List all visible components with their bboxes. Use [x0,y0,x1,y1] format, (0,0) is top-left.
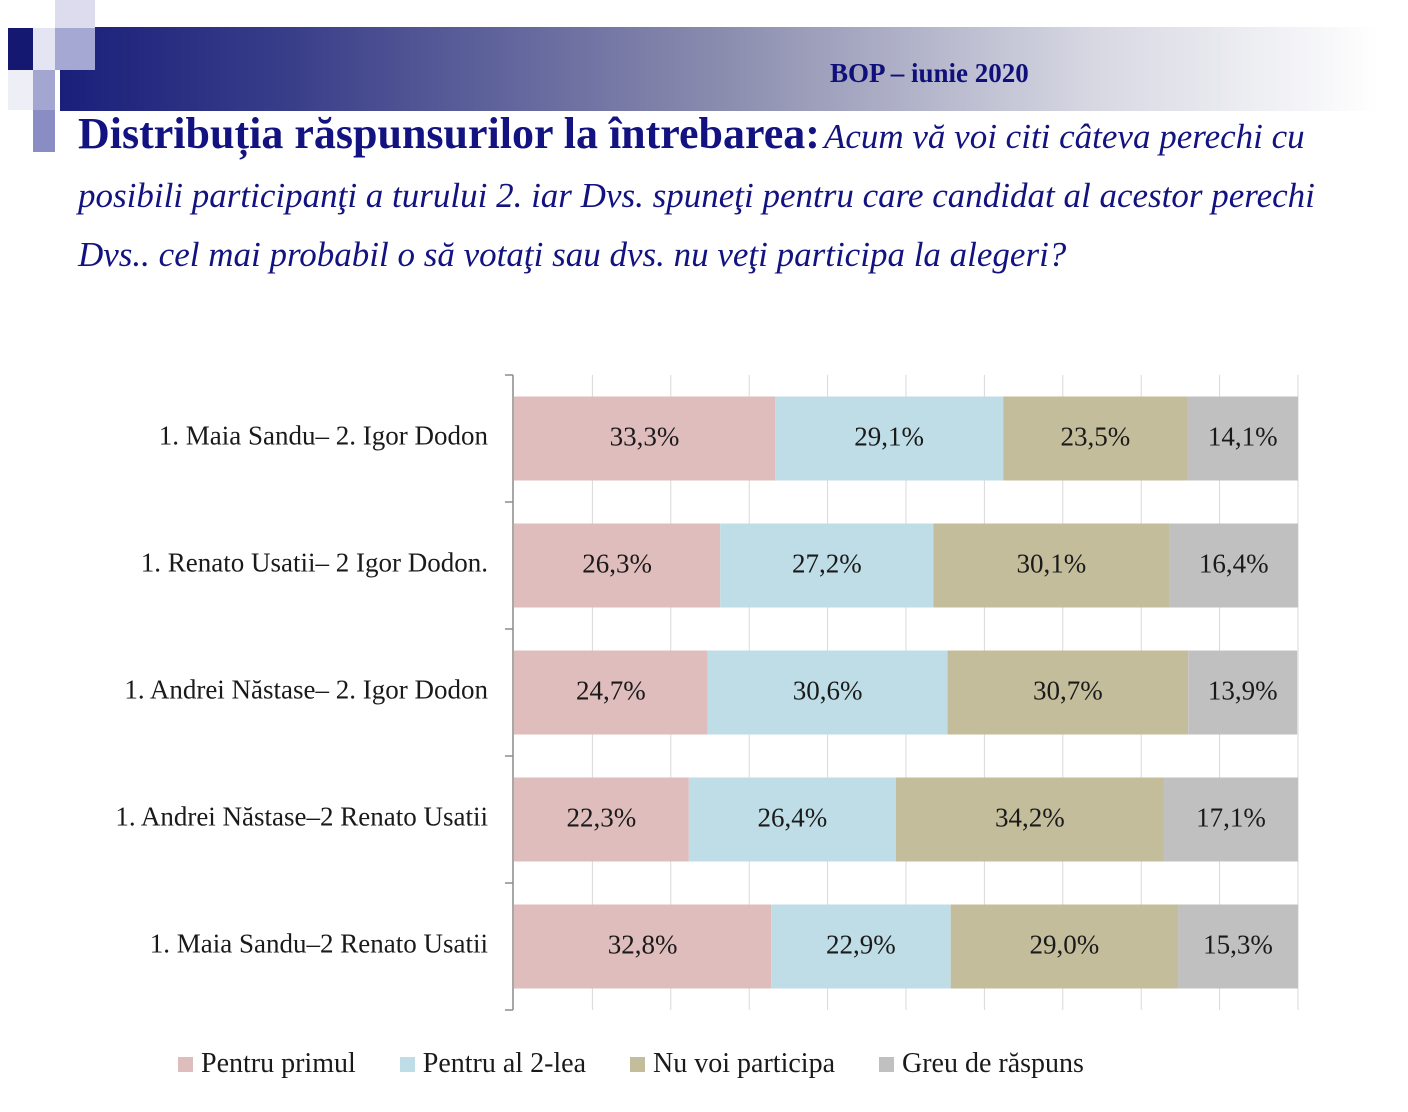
data-label: 26,4% [757,803,827,833]
decor-square [33,70,55,110]
category-label: 1. Renato Usatii– 2 Igor Dodon. [141,548,488,578]
data-label: 16,4% [1199,549,1269,579]
legend-item: Greu de răspuns [879,1048,1084,1080]
bar-segment [947,650,1189,735]
legend-item: Pentru primul [178,1048,356,1080]
decor-square [8,70,33,110]
page-title: Distribuția răspunsurilor la întrebarea:… [78,108,1378,288]
data-label: 22,9% [826,930,896,960]
bar-segment [720,523,934,608]
decor-square [55,0,95,28]
bar-segment [1169,523,1298,608]
data-label: 23,5% [1060,422,1130,452]
category-label: 1. Andrei Năstase–2 Renato Usatii [115,802,488,832]
bar-segment [933,523,1170,608]
chart-legend: Pentru primul Pentru al 2-lea Nu voi parti… [178,1046,1128,1082]
decor-square [8,28,33,70]
data-label: 24,7% [576,676,646,706]
bar-segment [771,904,951,989]
header-banner [60,27,1380,111]
bar-segment [514,523,721,608]
bar-segment [688,777,896,862]
bar-segment [514,777,689,862]
data-label: 30,1% [1017,549,1087,579]
bar-segment [707,650,948,735]
bar-segment [1178,904,1298,989]
data-label: 29,1% [854,422,924,452]
decor-square [33,28,55,70]
data-label: 17,1% [1196,803,1266,833]
data-label: 13,9% [1208,676,1278,706]
header-label: BOP – iunie 2020 [830,58,1029,88]
category-label: 1. Maia Sandu– 2. Igor Dodon [159,421,489,451]
bar-segment [514,650,708,735]
data-label: 30,6% [793,676,863,706]
data-label: 15,3% [1203,930,1273,960]
legend-swatch [178,1056,193,1072]
category-label: 1. Maia Sandu–2 Renato Usatii [150,929,488,959]
legend-swatch [879,1056,894,1072]
data-label: 27,2% [792,549,862,579]
legend-label: Pentru primul [201,1048,356,1079]
title-question: Acum vă voi citi câteva perechi cu posib… [78,117,1315,274]
legend-label: Pentru al 2-lea [422,1048,587,1079]
data-label: 30,7% [1033,676,1103,706]
legend-label: Nu voi participa [653,1048,835,1079]
data-label: 32,8% [608,930,678,960]
decor-square [33,110,55,152]
data-label: 14,1% [1208,422,1278,452]
bar-segment [1163,777,1298,862]
bar-segment [775,396,1004,481]
data-label: 34,2% [995,803,1065,833]
data-label: 26,3% [582,549,652,579]
bar-segment [950,904,1179,989]
legend-item: Nu voi participa [630,1048,835,1080]
bar-segment [514,904,772,989]
data-label: 29,0% [1029,930,1099,960]
title-bold: Distribuția răspunsurilor la întrebarea: [78,109,820,158]
legend-item: Pentru al 2-lea [399,1048,587,1080]
category-label: 1. Andrei Năstase– 2. Igor Dodon [124,675,488,705]
bar-segment [1188,650,1298,735]
data-label: 22,3% [567,803,637,833]
bar-segment [1187,396,1298,481]
bar-segment [514,396,776,481]
bar-segment [895,777,1164,862]
data-label: 33,3% [610,422,680,452]
bar-segment [1003,396,1188,481]
legend-label: Greu de răspuns [902,1048,1084,1079]
legend-swatch [399,1056,415,1072]
legend-swatch [630,1056,646,1072]
decor-square [55,28,95,70]
